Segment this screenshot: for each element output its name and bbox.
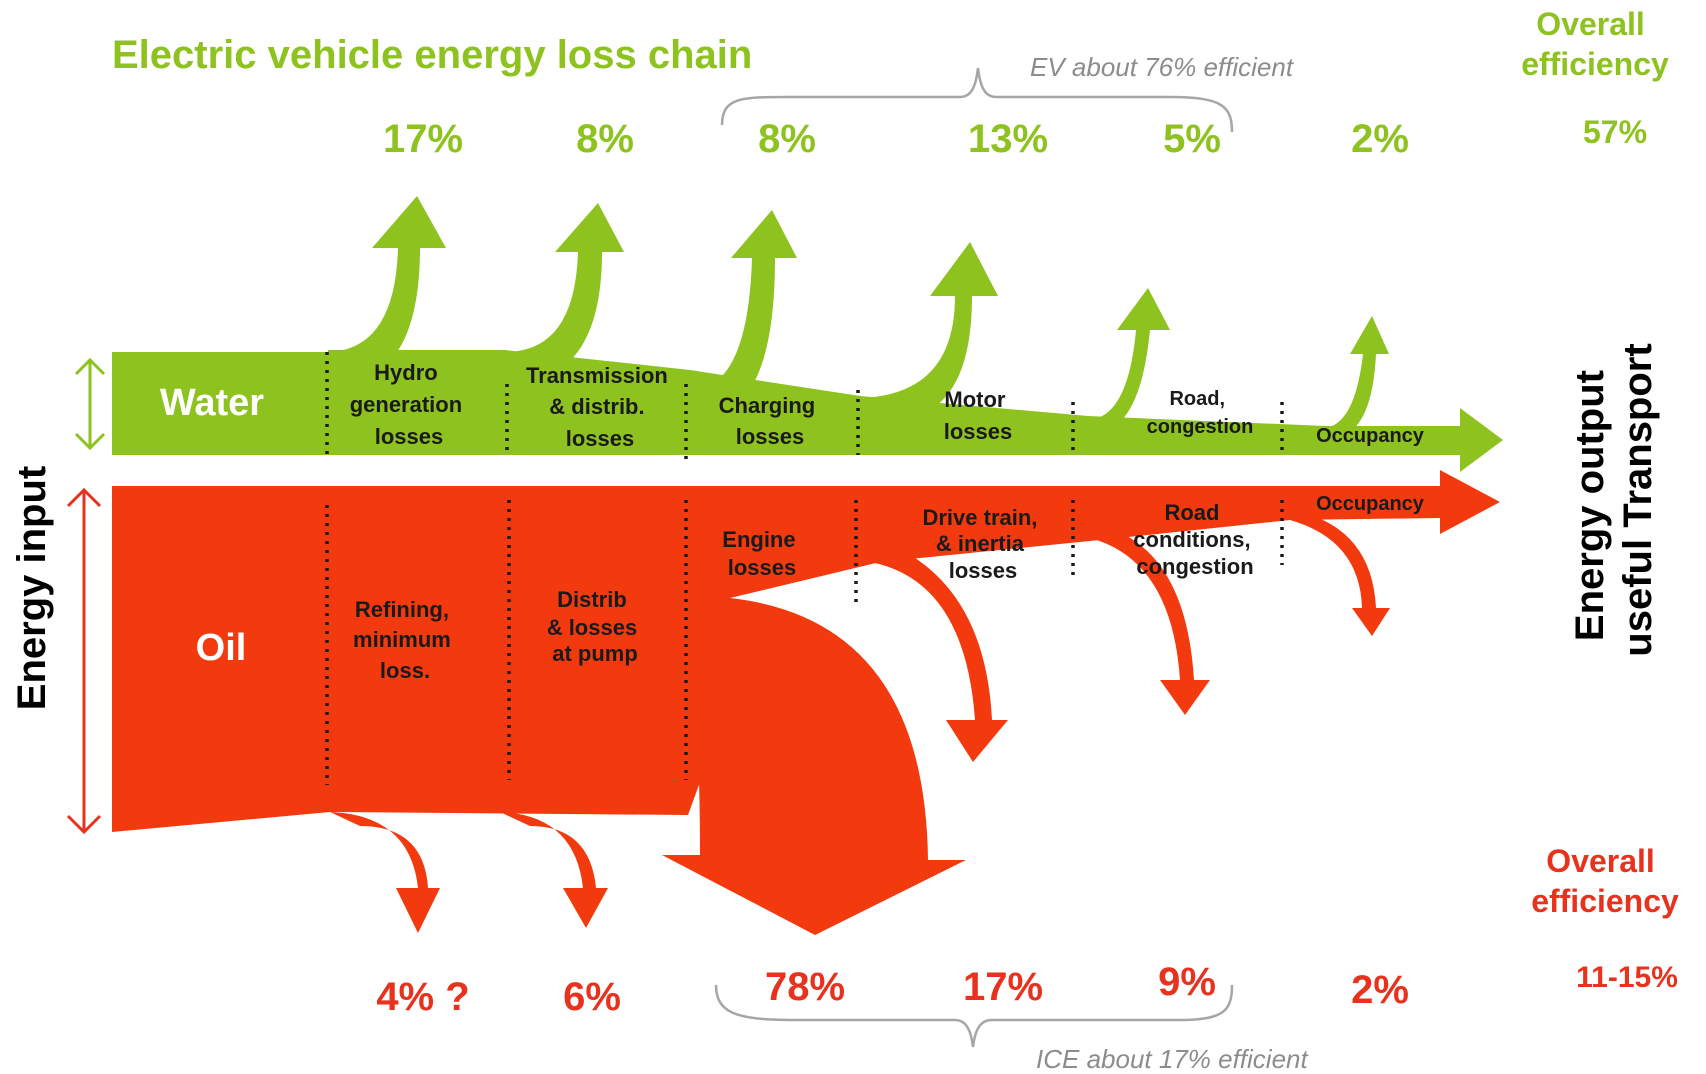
ice-stage-distrib: Distrib & losses at pump [547,587,644,666]
ev-energy-band [112,350,1503,472]
ev-loss-road: 5% [1163,117,1221,161]
ice-loss-occupancy: 2% [1351,968,1409,1012]
chart-title: Electric vehicle energy loss chain [112,33,752,77]
ice-stage-occupancy: Occupancy [1316,493,1425,515]
ice-loss-engine: 78% [765,965,845,1009]
ice-loss-distrib: 6% [563,975,621,1019]
ev-input-double-arrow [74,357,106,451]
input-axis: Energy input [10,357,106,835]
ev-stage-road: Road, congestion [1147,388,1254,438]
ice-loss-arrow-distrib [500,812,608,928]
ev-stage-motor: Motor losses [944,387,1013,444]
ev-overall-efficiency-value: 57% [1583,114,1647,150]
ev-loss-hydro: 17% [383,117,463,161]
ice-loss-arrow-occupancy [1290,512,1390,636]
ev-source-label: Water [160,382,264,424]
ice-loss-refining: 4% ? [376,975,469,1019]
ice-source-label: Oil [196,627,247,669]
ev-loss-occupancy: 2% [1351,117,1409,161]
ice-overall-efficiency-label: Overall efficiency [1531,843,1679,919]
ice-stage-drivetrain: Drive train, & inertia losses [922,505,1043,583]
ev-stage-labels: Hydro generation losses Transmission & d… [350,360,1425,451]
ev-stage-transmission: Transmission & distrib. losses [526,363,674,451]
ice-stage-road: Road conditions, congestion [1133,500,1256,579]
ice-stage-labels: Refining, minimum loss. Distrib & losses… [353,493,1425,683]
ev-stage-occupancy: Occupancy [1316,425,1425,447]
ev-brace [720,67,1234,133]
ev-loss-arrow-road [1088,288,1170,432]
ice-stage-engine: Engine losses [722,527,801,580]
ice-brace [714,984,1234,1048]
ev-loss-charging: 8% [758,117,816,161]
ice-loss-arrow-engine [662,598,966,935]
ev-loss-transmission: 8% [576,117,634,161]
ev-loss-values: 17% 8% 8% 13% 5% 2% [383,117,1409,161]
ev-loss-arrow-motor [860,242,998,420]
ice-stage-refining: Refining, minimum loss. [353,597,457,683]
ice-loss-drivetrain: 17% [963,965,1043,1009]
ice-loss-arrow-road [1090,525,1210,715]
ev-stage-hydro: Hydro generation losses [350,360,469,449]
ev-brace-note: EV about 76% efficient [1030,52,1295,82]
ice-brace-note: ICE about 17% efficient [1036,1044,1309,1074]
input-axis-label: Energy input [10,466,54,710]
ev-loss-motor: 13% [968,117,1048,161]
ice-loss-arrow-drivetrain [870,540,1008,762]
ice-loss-arrow-refining [330,812,440,933]
ice-loss-values: 4% ? 6% 78% 17% 9% 2% [376,960,1409,1019]
ev-overall-efficiency-label: Overall efficiency [1521,6,1669,82]
ev-stage-charging: Charging losses [719,393,822,449]
ice-overall-efficiency-value: 11-15% [1576,961,1678,994]
ice-input-double-arrow [66,487,102,835]
ev-loss-arrows [325,196,1389,438]
stage-separators [325,352,1284,785]
ice-energy-band [112,470,1500,832]
ev-loss-arrow-hydro [325,196,446,386]
ev-loss-arrow-transmission [505,203,624,384]
ice-loss-arrows [330,512,1390,935]
ice-loss-road: 9% [1158,960,1216,1004]
ev-loss-arrow-occupancy [1325,316,1389,438]
output-axis-label: Energy output useful Transport [1568,343,1660,656]
ev-loss-arrow-charging [690,210,797,418]
